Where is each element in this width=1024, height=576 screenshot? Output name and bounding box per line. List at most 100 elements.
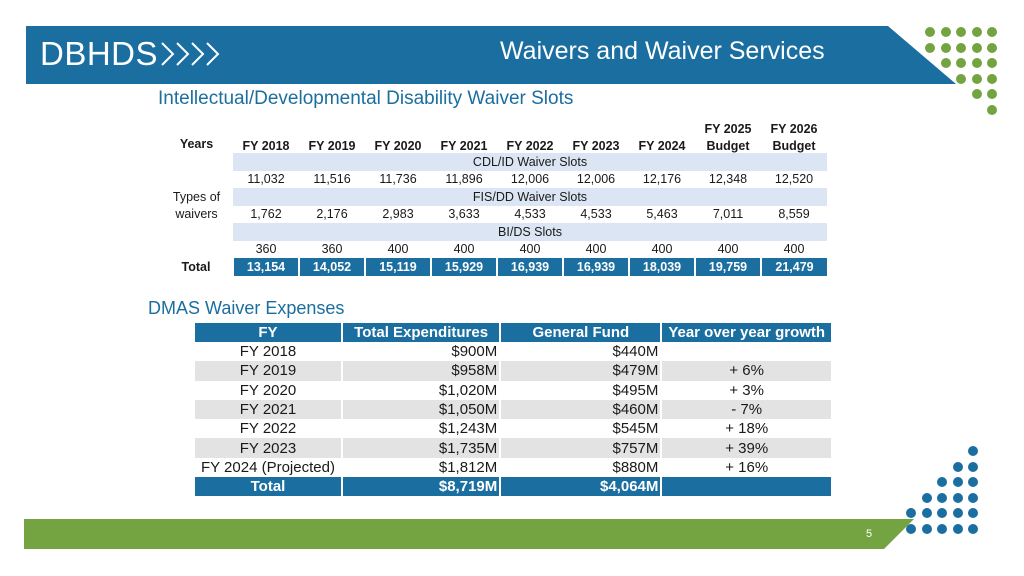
decorative-dot: [968, 523, 978, 534]
growth-cell: + 39%: [660, 438, 831, 458]
expenditure-cell: $1,050M: [340, 399, 501, 420]
expenditure-cell: $1,243M: [340, 419, 501, 439]
decorative-dot: [987, 27, 997, 37]
expenses-header-row: FY Total Expenditures General Fund Year …: [193, 323, 831, 342]
fy-cell: FY 2021: [193, 399, 342, 420]
year-header: [497, 118, 563, 136]
total-value: 15,119: [364, 258, 431, 276]
section-band: BI/DS Slots: [160, 223, 827, 241]
slots-header-row-1: FY 2025 FY 2026: [160, 118, 827, 136]
slot-value: 3,633: [448, 207, 480, 222]
slot-value: 1,762: [250, 207, 282, 222]
general-fund-cell: $460M: [499, 399, 662, 420]
year-header: [629, 118, 695, 136]
slot-value: 2,176: [316, 207, 348, 222]
slot-value: 5,463: [646, 207, 678, 222]
decorative-dot: [952, 492, 963, 503]
total-expenditure: $8,719M: [340, 477, 501, 497]
section-values-row: 360 360 400 400 400 400 400 400 400: [160, 241, 827, 259]
logo: DBHDS: [40, 34, 222, 74]
decorative-dot: [921, 508, 932, 518]
slot-value: 400: [387, 242, 409, 257]
total-label: Total: [193, 477, 342, 497]
growth-cell: + 3%: [660, 380, 831, 400]
slot-value: 11,896: [445, 172, 483, 187]
decorative-dot: [925, 27, 935, 37]
slot-value: 4,533: [514, 207, 546, 222]
fy-cell: FY 2022: [193, 419, 342, 439]
slot-value: 8,559: [778, 207, 810, 222]
footer-bar: [24, 519, 914, 549]
year-header: [299, 118, 365, 136]
decorative-dot: [971, 89, 982, 99]
decorative-dot: [921, 492, 932, 503]
decorative-dot: [937, 508, 947, 518]
decorative-dot: [925, 42, 935, 53]
slot-value: 11,032: [247, 172, 285, 187]
fy-cell: FY 2024 (Projected): [193, 457, 342, 478]
decorative-dot: [968, 492, 978, 503]
slot-value: 12,006: [576, 172, 616, 187]
year-header: Budget: [772, 139, 816, 153]
decorative-dot: [968, 461, 978, 472]
total-value: 13,154: [232, 258, 299, 276]
total-row: Total 13,154 14,052 15,119 15,929 16,939…: [160, 258, 827, 276]
year-header: FY 2025: [704, 121, 752, 136]
expenditure-cell: $1,735M: [340, 438, 501, 458]
general-fund-cell: $479M: [499, 361, 662, 381]
table-row: FY 2022 $1,243M $545M + 18%: [193, 419, 831, 439]
decorative-dot: [952, 508, 963, 518]
table-row: FY 2018 $900M $440M: [193, 342, 831, 362]
decorative-dot: [971, 42, 982, 53]
logo-text: DBHDS: [40, 35, 159, 72]
year-header: FY 2024: [638, 139, 686, 153]
year-header: [365, 118, 431, 136]
year-header: FY 2022: [506, 139, 554, 153]
slot-value: 400: [453, 242, 475, 257]
decorative-dot: [940, 58, 951, 68]
year-header: FY 2019: [308, 139, 356, 153]
slot-value: 12,348: [708, 172, 748, 187]
year-header: [233, 118, 299, 136]
section-values-row: waivers 1,762 2,176 2,983 3,633 4,533 4,…: [160, 206, 827, 224]
slot-value: 400: [717, 242, 739, 257]
fy-cell: FY 2023: [193, 438, 342, 458]
decorative-dot: [952, 461, 963, 472]
table-row: FY 2021 $1,050M $460M - 7%: [193, 399, 831, 420]
expenditure-cell: $1,812M: [340, 457, 501, 478]
slot-value: 11,516: [313, 172, 351, 187]
decorative-dot: [987, 89, 997, 99]
growth-cell: + 18%: [660, 419, 831, 439]
chevrons-icon: [161, 42, 220, 66]
waiver-expenses-table: FY Total Expenditures General Fund Year …: [193, 323, 831, 497]
fy-cell: FY 2020: [193, 380, 342, 400]
decorative-dot: [956, 73, 966, 84]
slot-value: 400: [585, 242, 607, 257]
column-header: General Fund: [499, 323, 662, 342]
table-row: FY 2019 $958M $479M + 6%: [193, 361, 831, 381]
slot-value: 12,520: [774, 172, 814, 187]
expenditure-cell: $900M: [340, 342, 501, 362]
decorative-dot: [937, 492, 947, 503]
table-row: FY 2024 (Projected) $1,812M $880M + 16%: [193, 457, 831, 478]
decorative-dot: [987, 73, 997, 84]
decorative-dot: [952, 523, 963, 534]
slot-value: 400: [651, 242, 673, 257]
section-label: FIS/DD Waiver Slots: [233, 188, 827, 206]
general-fund-cell: $880M: [499, 457, 662, 478]
slot-value: 7,011: [712, 207, 744, 222]
decorative-dot: [971, 58, 982, 68]
total-value: 16,939: [562, 258, 629, 276]
year-header: [563, 118, 629, 136]
general-fund-cell: $545M: [499, 419, 662, 439]
total-value: 16,939: [496, 258, 563, 276]
decorative-dot: [956, 42, 966, 53]
growth-cell: + 6%: [660, 361, 831, 381]
decorative-dot: [940, 42, 951, 53]
section-label: BI/DS Slots: [233, 223, 827, 241]
general-fund-cell: $440M: [499, 342, 662, 362]
total-growth: [660, 477, 831, 497]
column-header: Total Expenditures: [340, 323, 501, 342]
fy-cell: FY 2019: [193, 361, 342, 381]
total-value: 14,052: [298, 258, 365, 276]
